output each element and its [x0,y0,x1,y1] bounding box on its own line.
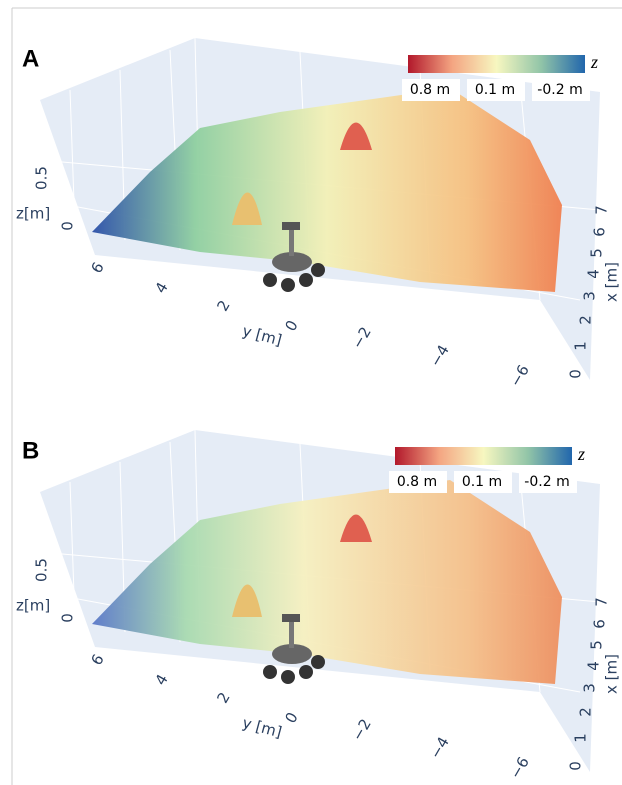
x-tick-label: 4 [585,661,603,671]
colorbar [395,447,572,465]
colorbar-label: -0.2 m [524,474,569,490]
colorbar-label: -0.2 m [537,82,582,98]
rover-wheel [299,665,313,679]
z-tick-label: 0 [59,613,77,623]
y-tick-label: −2 [348,324,375,352]
rover-head [282,614,300,622]
x-tick-label: 3 [581,683,599,693]
z-tick-label: 0 [59,221,77,231]
colorbar [408,55,585,73]
x-tick-label: 0 [567,761,585,771]
y-axis-title: y [m] [240,714,283,742]
rover-mast [289,228,294,256]
x-axis-title: x [m] [603,262,621,302]
y-tick-label: 6 [87,651,107,668]
x-tick-label: 6 [591,619,609,629]
y-tick-label: −6 [506,754,533,782]
x-tick-label: 2 [577,315,595,325]
rover-mast [289,620,294,648]
panel-label: A [22,45,39,72]
panel-label: B [22,437,39,464]
rover-wheel [299,273,313,287]
x-tick-label: 4 [585,269,603,279]
z-axis-title: z[m] [16,597,50,615]
x-tick-label: 7 [593,205,611,215]
x-tick-label: 5 [588,248,606,258]
colorbar-label: 0.1 m [462,474,502,490]
y-tick-label: 2 [213,689,233,706]
y-tick-label: 6 [87,259,107,276]
y-tick-label: 0 [281,709,301,726]
x-tick-label: 1 [572,341,590,351]
x-tick-label: 0 [567,369,585,379]
y-tick-label: −6 [506,362,533,390]
colorbar-symbol: z [577,444,585,464]
z-axis-title: z[m] [16,205,50,223]
y-tick-label: 4 [151,279,171,296]
rover-wheel [311,263,325,277]
y-tick-label: −4 [426,734,453,762]
rover-wheel [281,278,295,292]
y-tick-label: −4 [426,342,453,370]
y-axis-title: y [m] [240,322,283,350]
rover-wheel [281,670,295,684]
z-tick-label: 0.5 [33,558,51,582]
colorbar-label: 0.1 m [475,82,515,98]
x-tick-label: 2 [577,707,595,717]
y-tick-label: 2 [213,297,233,314]
y-tick-label: 4 [151,671,171,688]
y-tick-label: 0 [281,317,301,334]
x-tick-label: 5 [588,640,606,650]
colorbar-label: 0.8 m [397,474,437,490]
rover-wheel [263,665,277,679]
colorbar-label: 0.8 m [410,82,450,98]
x-tick-label: 3 [581,291,599,301]
figure: Az 0.8 m 0.1 m -0.2 m z[m] 0.5 0 6 4 2 0 −2 −4 −6 y [m… [0,0,622,785]
y-tick-label: −2 [348,716,375,744]
colorbar-symbol: z [590,52,598,72]
x-tick-label: 6 [591,227,609,237]
x-tick-label: 1 [572,733,590,743]
x-tick-label: 7 [593,597,611,607]
rover-head [282,222,300,230]
rover-wheel [311,655,325,669]
z-tick-label: 0.5 [33,166,51,190]
rover-wheel [263,273,277,287]
x-axis-title: x [m] [603,654,621,694]
